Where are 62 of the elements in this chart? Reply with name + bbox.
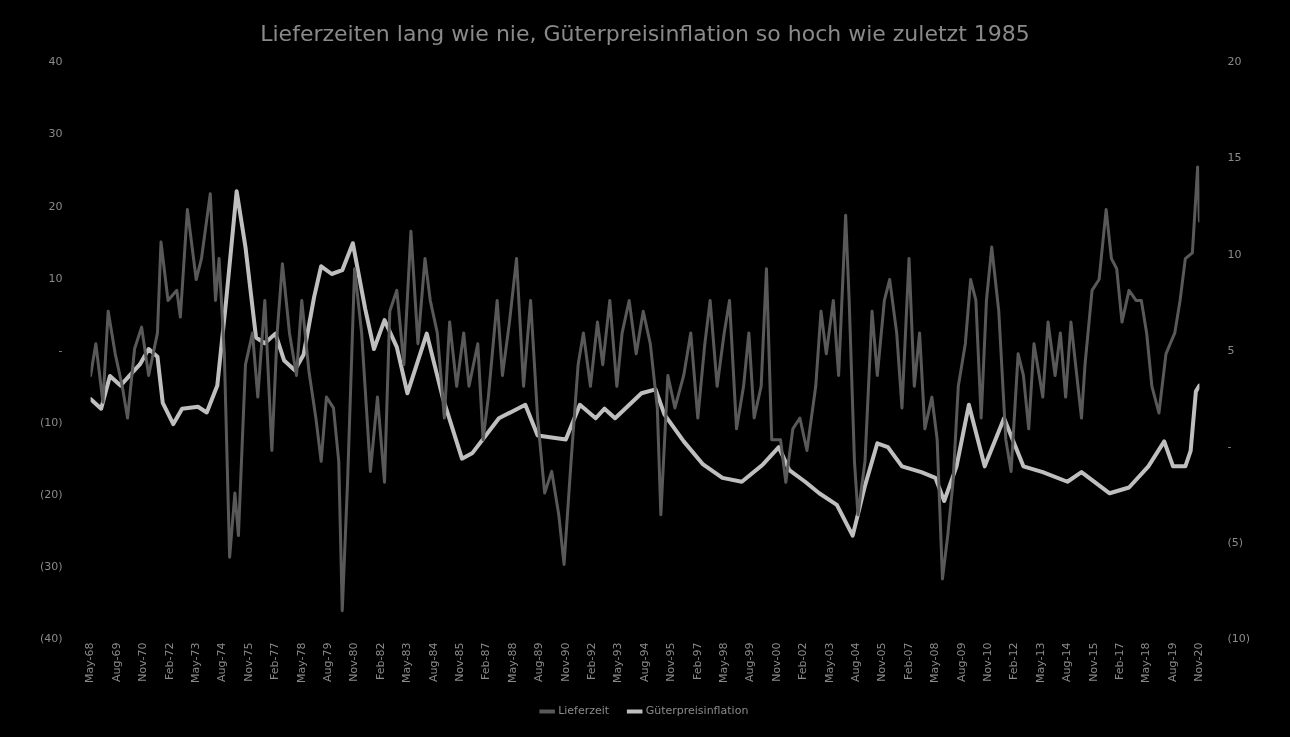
x-tick-label: May-73 — [189, 642, 203, 683]
x-tick-label: Feb-97 — [690, 642, 704, 680]
y-tick-label: (40) — [39, 632, 63, 646]
x-tick-label: Feb-07 — [901, 642, 915, 680]
x-tick-label: Feb-17 — [1113, 642, 1127, 680]
y-tick-label: - — [58, 343, 63, 357]
x-tick-label: Nov-00 — [769, 642, 783, 682]
x-tick-label: Feb-87 — [479, 642, 493, 680]
x-tick-label: Aug-04 — [849, 642, 863, 682]
x-tick-label: May-88 — [505, 642, 519, 683]
x-tick-label: Feb-92 — [585, 642, 599, 680]
legend-label: Lieferzeit — [558, 704, 610, 718]
x-tick-label: Nov-75 — [241, 642, 255, 682]
x-tick-label: Aug-99 — [743, 642, 757, 682]
x-tick-label: Feb-02 — [796, 642, 810, 680]
x-tick-label: May-68 — [83, 642, 97, 683]
x-tick-label: May-93 — [611, 642, 625, 683]
y2-tick-label: - — [1227, 439, 1232, 453]
x-tick-label: May-98 — [717, 642, 731, 683]
x-tick-label: Nov-70 — [136, 642, 150, 682]
x-tick-label: Nov-85 — [453, 642, 467, 682]
x-tick-label: Feb-12 — [1007, 642, 1021, 680]
y-tick-label: (30) — [39, 560, 63, 574]
y2-tick-label: 10 — [1227, 247, 1242, 261]
y-tick-label: (10) — [39, 415, 63, 429]
x-tick-label: Aug-74 — [215, 642, 229, 682]
x-tick-label: Aug-69 — [109, 642, 123, 682]
x-tick-label: Nov-05 — [875, 642, 889, 682]
x-tick-label: Aug-19 — [1165, 642, 1179, 682]
x-tick-label: Feb-82 — [373, 642, 387, 680]
y2-tick-label: (5) — [1227, 536, 1244, 550]
x-tick-label: Aug-14 — [1060, 642, 1074, 682]
x-tick-label: Feb-77 — [268, 642, 282, 680]
chart-title: Lieferzeiten lang wie nie, Güterpreisinflation so hoch wie zuletzt 1985 — [260, 20, 1030, 46]
x-tick-label: Nov-10 — [981, 642, 995, 682]
x-tick-label: May-13 — [1033, 642, 1047, 683]
x-tick-label: Aug-89 — [532, 642, 546, 682]
x-tick-label: Nov-80 — [347, 642, 361, 682]
x-tick-label: May-08 — [928, 642, 942, 683]
y2-tick-label: 20 — [1227, 55, 1242, 69]
legend-label: Güterpreisinflation — [645, 704, 749, 718]
x-tick-label: May-78 — [294, 642, 308, 683]
y-tick-label: 40 — [48, 55, 63, 69]
x-tick-label: Aug-94 — [637, 642, 651, 682]
y-tick-label: 30 — [48, 127, 63, 141]
x-tick-label: Aug-09 — [954, 642, 968, 682]
x-tick-label: Nov-95 — [664, 642, 678, 682]
x-tick-label: Nov-15 — [1086, 642, 1100, 682]
y2-tick-label: 15 — [1227, 151, 1242, 165]
x-tick-label: May-18 — [1139, 642, 1153, 683]
x-tick-label: May-83 — [400, 642, 414, 683]
x-tick-label: Aug-79 — [321, 642, 335, 682]
y-tick-label: 10 — [48, 271, 63, 285]
x-tick-label: Nov-90 — [558, 642, 572, 682]
y-tick-label: 20 — [48, 199, 63, 213]
y2-tick-label: 5 — [1227, 343, 1235, 357]
x-tick-label: Feb-72 — [162, 642, 176, 680]
y2-tick-label: (10) — [1227, 632, 1251, 646]
y-tick-label: (20) — [39, 488, 63, 502]
x-tick-label: Nov-20 — [1192, 642, 1206, 682]
x-tick-label: Aug-84 — [426, 642, 440, 682]
x-tick-label: May-03 — [822, 642, 836, 683]
